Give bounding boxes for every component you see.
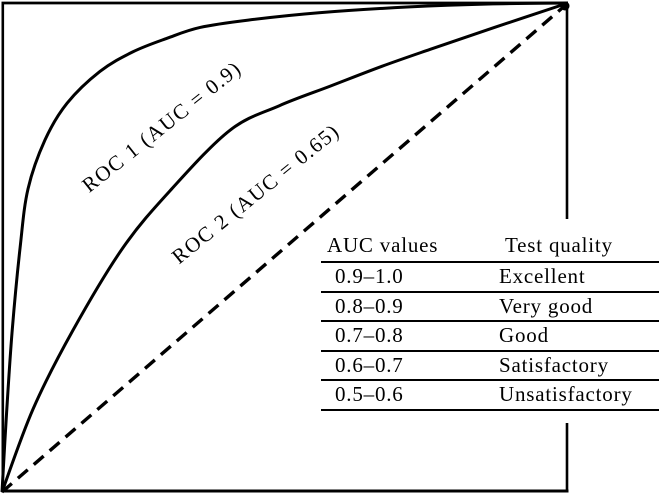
roc-2-curve <box>0 1 569 493</box>
auc-quality-table-body: 0.9–1.0 Excellent 0.8–0.9 Very good 0.7–0.8 G… <box>321 262 659 411</box>
quality-cell: Good <box>499 321 659 352</box>
auc-range-cell: 0.5–0.6 <box>321 380 499 411</box>
table-header-test-quality: Test quality <box>499 232 659 263</box>
auc-quality-table: AUC values Test quality 0.9–1.0 Excellent… <box>321 232 659 411</box>
auc-range-cell: 0.9–1.0 <box>321 262 499 293</box>
quality-cell: Satisfactory <box>499 350 659 381</box>
auc-range-cell: 0.6–0.7 <box>321 350 499 381</box>
table-row: 0.5–0.6 Unsatisfactory <box>321 380 659 411</box>
auc-quality-table-head: AUC values Test quality <box>321 232 659 263</box>
table-row: 0.8–0.9 Very good <box>321 291 659 322</box>
auc-range-cell: 0.7–0.8 <box>321 321 499 352</box>
quality-cell: Unsatisfactory <box>499 380 659 411</box>
table-row: 0.6–0.7 Satisfactory <box>321 350 659 381</box>
table-header-row: AUC values Test quality <box>321 232 659 263</box>
roc-1-curve <box>0 1 569 493</box>
curve-layer <box>0 1 570 494</box>
table-row: 0.9–1.0 Excellent <box>321 262 659 293</box>
table-row: 0.7–0.8 Good <box>321 321 659 352</box>
quality-cell: Excellent <box>499 262 659 293</box>
quality-cell: Very good <box>499 291 659 322</box>
table-header-auc-values: AUC values <box>321 232 499 263</box>
auc-range-cell: 0.8–0.9 <box>321 291 499 322</box>
